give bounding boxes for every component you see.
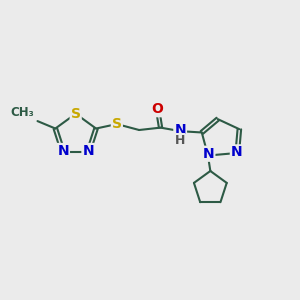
Text: N: N [231, 146, 242, 159]
Text: H: H [174, 134, 185, 147]
Text: N: N [82, 144, 94, 158]
Text: CH₃: CH₃ [10, 106, 34, 119]
Text: S: S [112, 117, 122, 131]
Text: N: N [203, 147, 214, 161]
Text: N: N [174, 123, 186, 137]
Text: S: S [71, 107, 81, 121]
Text: O: O [152, 102, 164, 116]
Text: N: N [57, 144, 69, 158]
